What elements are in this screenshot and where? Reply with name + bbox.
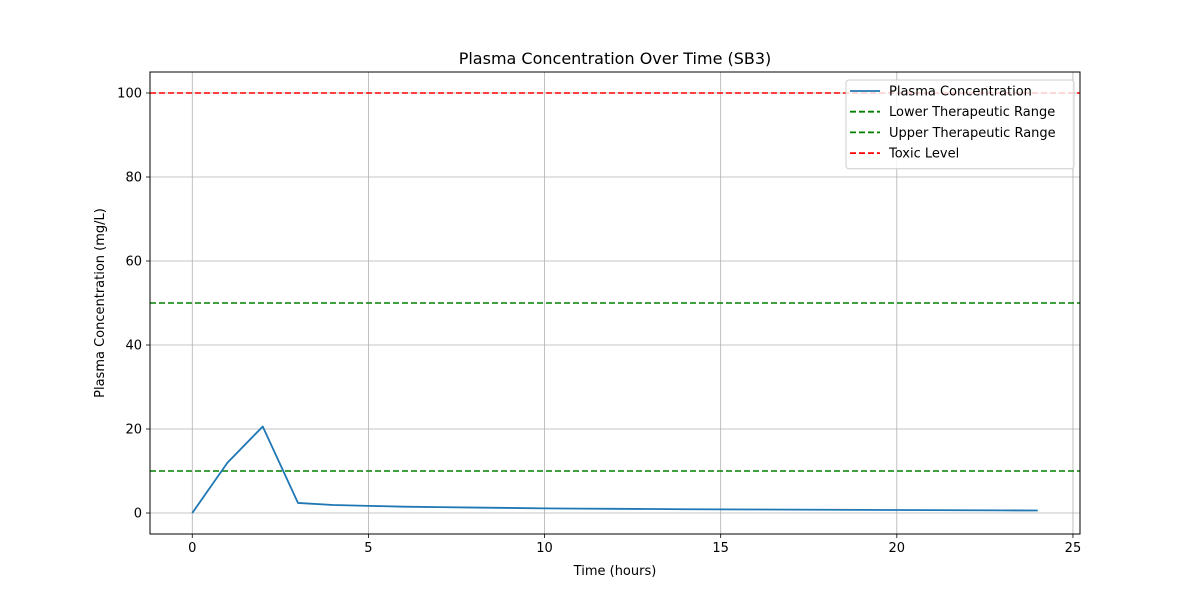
x-axis-label: Time (hours)	[573, 564, 657, 579]
legend-label: Plasma Concentration	[889, 85, 1032, 100]
y-tick-label: 20	[125, 423, 142, 438]
legend-label: Toxic Level	[888, 147, 959, 162]
y-tick-label: 80	[125, 171, 142, 186]
x-tick-label: 20	[889, 541, 906, 556]
chart-title: Plasma Concentration Over Time (SB3)	[459, 49, 772, 68]
x-tick-label: 15	[712, 541, 729, 556]
y-tick-label: 40	[125, 339, 142, 354]
y-axis-label: Plasma Concentration (mg/L)	[93, 208, 108, 398]
legend-label: Upper Therapeutic Range	[889, 126, 1056, 141]
y-tick-label: 0	[134, 507, 142, 522]
y-tick-label: 100	[117, 87, 142, 102]
legend-label: Lower Therapeutic Range	[889, 105, 1055, 120]
x-tick-label: 25	[1065, 541, 1082, 556]
y-tick-label: 60	[125, 255, 142, 270]
x-tick-label: 0	[188, 541, 196, 556]
x-tick-label: 10	[536, 541, 553, 556]
legend: Plasma Concentration Lower Therapeutic Ra…	[846, 80, 1074, 169]
x-tick-label: 5	[364, 541, 372, 556]
